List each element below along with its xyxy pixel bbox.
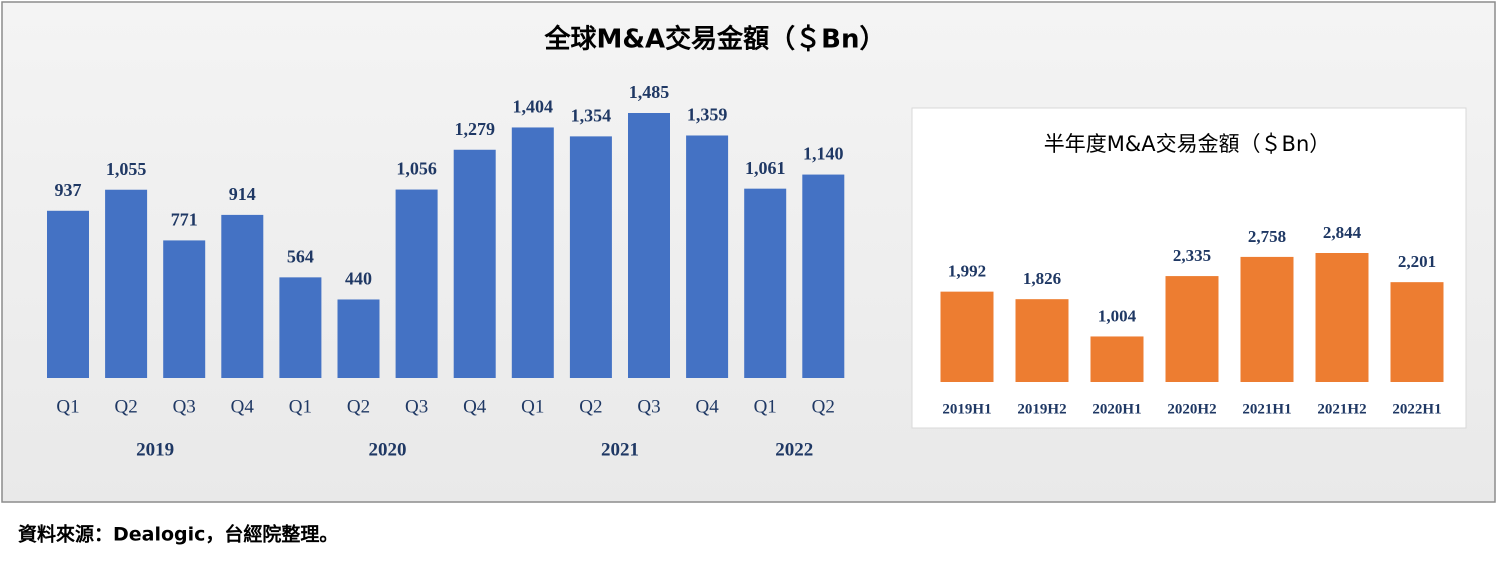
value-label: 440 (345, 269, 372, 289)
group-label: 2019 (136, 439, 174, 460)
bar (221, 214, 264, 378)
value-label: 1,485 (629, 82, 670, 102)
bar (686, 135, 729, 378)
x-tick-label: Q3 (173, 396, 196, 417)
value-label: 2,758 (1248, 227, 1286, 246)
group-label: 2022 (775, 439, 813, 460)
value-label: 2,844 (1323, 223, 1362, 242)
bar (940, 291, 994, 382)
x-tick-label: Q2 (812, 396, 835, 417)
value-label: 1,004 (1098, 306, 1137, 325)
x-tick-label: Q2 (579, 396, 602, 417)
bar (744, 188, 787, 378)
x-tick-label: Q1 (289, 396, 312, 417)
bar (47, 210, 89, 378)
bar (163, 240, 206, 378)
x-tick-label: Q3 (405, 396, 428, 417)
x-tick-label: Q2 (114, 396, 137, 417)
x-tick-label: Q2 (347, 396, 370, 417)
bar (511, 127, 554, 378)
value-label: 1,354 (571, 106, 612, 126)
x-tick-label: 2022H1 (1392, 401, 1441, 417)
bar (628, 113, 670, 378)
bar (1240, 256, 1294, 382)
x-tick-label: 2019H1 (942, 401, 991, 417)
value-label: 2,201 (1398, 252, 1436, 271)
x-tick-label: Q4 (463, 396, 487, 417)
value-label: 1,055 (106, 159, 147, 179)
group-label: 2020 (369, 439, 407, 460)
value-label: 914 (229, 184, 256, 204)
bar (1165, 276, 1219, 382)
value-label: 1,404 (513, 97, 554, 117)
x-tick-label: Q1 (754, 396, 777, 417)
bar (569, 136, 612, 378)
x-tick-label: Q4 (231, 396, 255, 417)
value-label: 1,359 (687, 105, 728, 125)
value-label: 1,061 (745, 158, 786, 178)
bar (453, 149, 496, 378)
bar (1390, 282, 1444, 382)
group-label: 2021 (601, 439, 639, 460)
value-label: 937 (55, 180, 82, 200)
inset-title: 半年度M&A交易金額（＄Bn） (1044, 132, 1331, 156)
bar (1090, 336, 1144, 382)
x-tick-label: 2019H2 (1017, 401, 1066, 417)
bar (105, 189, 148, 378)
x-tick-label: 2020H1 (1092, 401, 1141, 417)
chart-title: 全球M&A交易金額（＄Bn） (544, 24, 886, 55)
x-tick-label: 2021H2 (1317, 401, 1366, 417)
value-label: 2,335 (1173, 246, 1211, 265)
value-label: 1,992 (948, 262, 986, 281)
bar (802, 174, 845, 378)
x-tick-label: Q3 (637, 396, 660, 417)
x-tick-label: Q4 (695, 396, 719, 417)
value-label: 1,279 (454, 119, 495, 139)
value-label: 564 (287, 246, 314, 266)
bar (1315, 253, 1369, 382)
value-label: 1,140 (803, 144, 844, 164)
x-tick-label: 2020H2 (1167, 401, 1216, 417)
x-tick-label: Q1 (521, 396, 544, 417)
x-tick-label: 2021H1 (1242, 401, 1291, 417)
value-label: 1,826 (1023, 269, 1061, 288)
bar (395, 189, 438, 378)
value-label: 771 (171, 210, 198, 230)
bar (279, 277, 322, 378)
value-label: 1,056 (396, 159, 437, 179)
bar (1015, 299, 1069, 382)
x-tick-label: Q1 (56, 396, 79, 417)
bar (337, 299, 380, 378)
source-note: 資料來源：Dealogic，台經院整理。 (18, 523, 338, 546)
